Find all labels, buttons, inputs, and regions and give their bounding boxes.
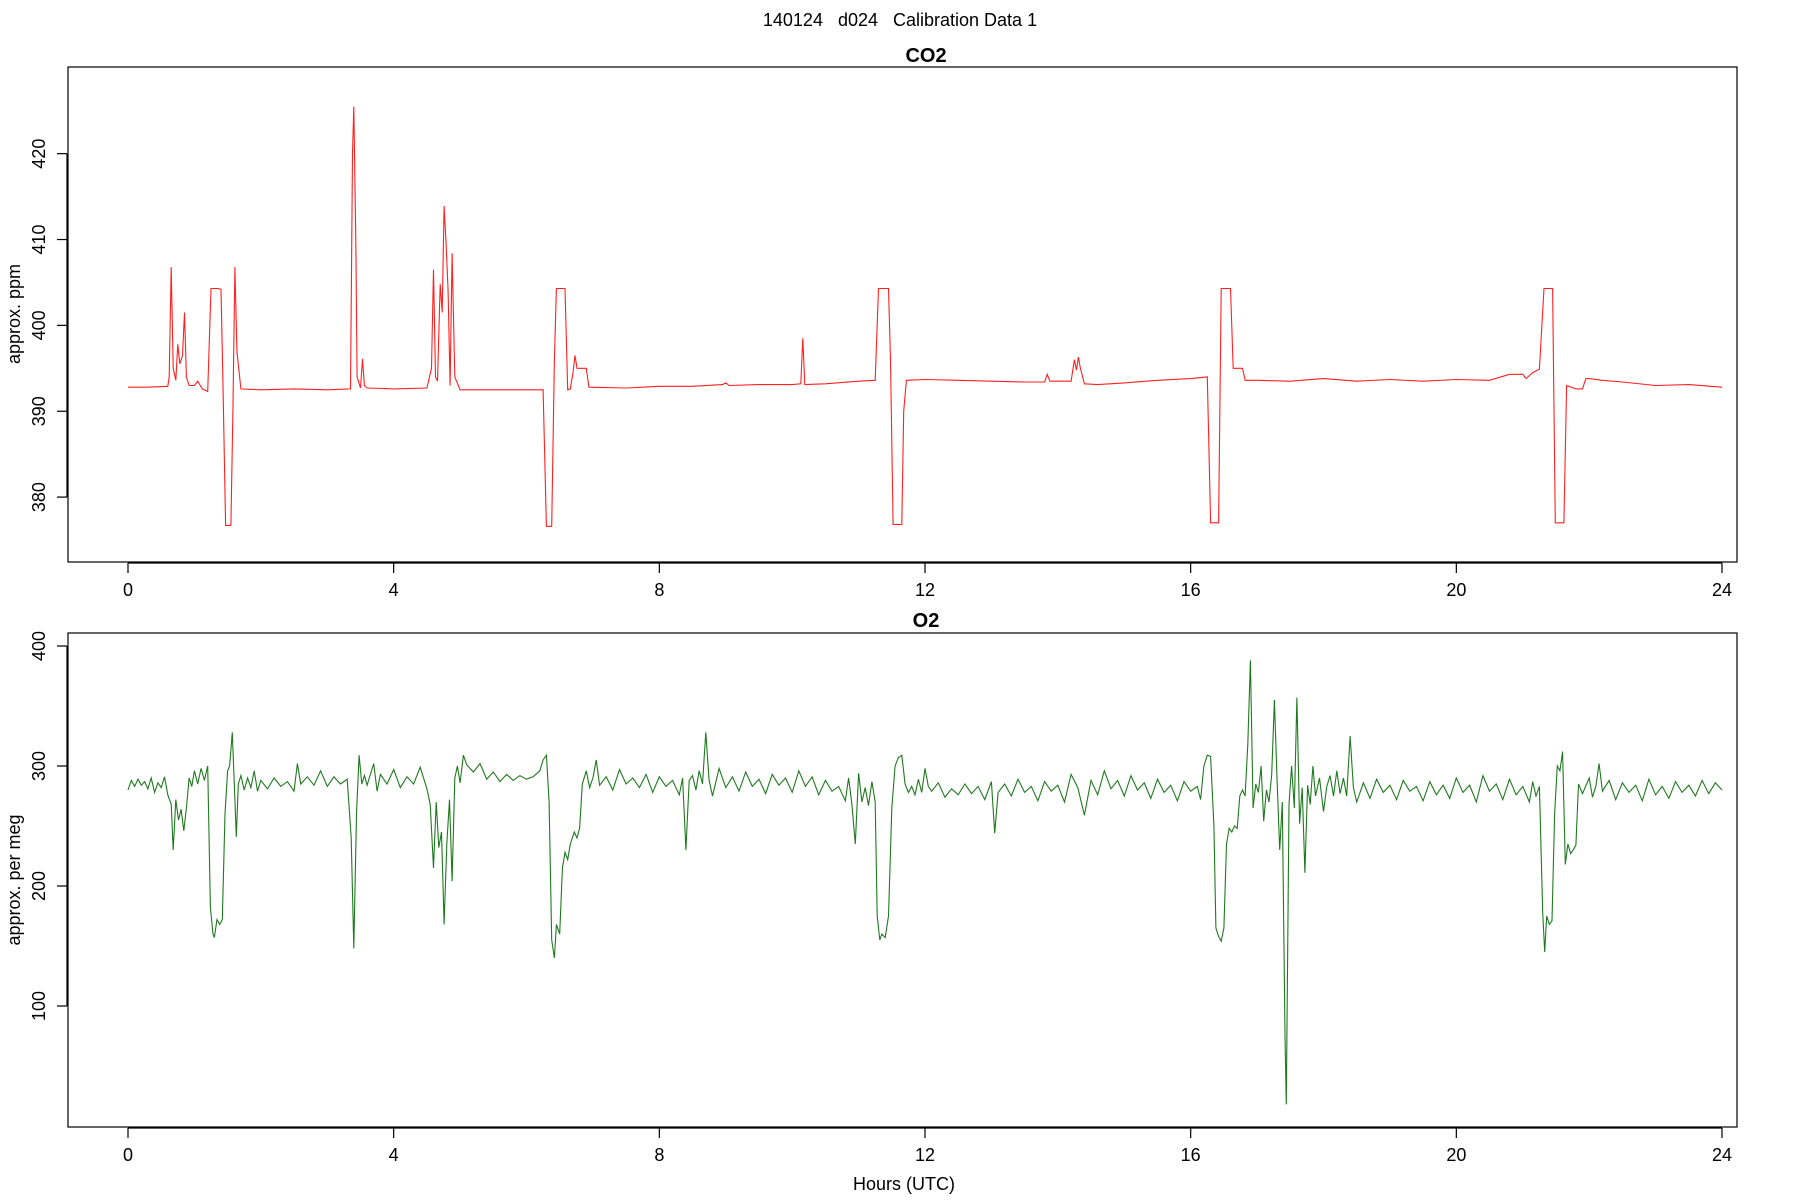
o2-x-tick-label: 24: [1712, 1145, 1732, 1165]
o2-x-axis: 0 4 8 12 16 20 24: [123, 1127, 1732, 1165]
o2-y-tick-label: 100: [29, 991, 49, 1021]
co2-y-tick-label: 420: [29, 139, 49, 169]
co2-y-tick-label: 410: [29, 225, 49, 255]
o2-x-tick-label: 12: [915, 1145, 935, 1165]
co2-plot-frame: [67, 66, 1738, 563]
co2-series-line: [128, 106, 1723, 527]
o2-x-tick-label: 8: [654, 1145, 664, 1165]
o2-plot-frame: [67, 632, 1738, 1128]
o2-x-tick-label: 4: [389, 1145, 399, 1165]
co2-x-tick-label: 8: [654, 580, 664, 600]
co2-x-axis: 0 4 8 12 16 20 24: [123, 562, 1732, 600]
page-title: 140124 d024 Calibration Data 1: [762, 10, 1038, 30]
o2-series-line: [127, 660, 1723, 1105]
co2-y-axis: 380 390 400 410 420: [29, 139, 68, 512]
co2-panel-title: CO2: [905, 45, 946, 67]
o2-x-tick-label: 0: [123, 1145, 133, 1165]
co2-x-tick-label: 20: [1446, 580, 1466, 600]
co2-y-tick-label: 400: [29, 310, 49, 340]
co2-y-tick-label: 380: [29, 482, 49, 512]
o2-xlabel: Hours (UTC): [853, 1174, 955, 1194]
co2-y-tick-label: 390: [29, 396, 49, 426]
co2-panel: CO2 approx. ppm 0 4 8 12 16 20 24 380 390 400 410…: [4, 45, 1738, 600]
o2-x-tick-label: 16: [1181, 1145, 1201, 1165]
co2-x-tick-label: 0: [123, 580, 133, 600]
co2-x-tick-label: 16: [1181, 580, 1201, 600]
o2-y-axis: 100 200 300 400: [29, 631, 68, 1021]
o2-y-tick-label: 300: [29, 751, 49, 781]
co2-x-tick-label: 24: [1712, 580, 1732, 600]
co2-x-tick-label: 4: [389, 580, 399, 600]
o2-x-tick-label: 20: [1446, 1145, 1466, 1165]
o2-y-tick-label: 400: [29, 631, 49, 661]
o2-panel-title: O2: [913, 610, 940, 632]
o2-y-tick-label: 200: [29, 871, 49, 901]
co2-ylabel: approx. ppm: [4, 264, 24, 364]
o2-ylabel: approx. per meg: [4, 814, 24, 945]
co2-x-tick-label: 12: [915, 580, 935, 600]
o2-panel: O2 approx. per meg Hours (UTC) 0 4 8 12 16 20…: [4, 610, 1738, 1194]
